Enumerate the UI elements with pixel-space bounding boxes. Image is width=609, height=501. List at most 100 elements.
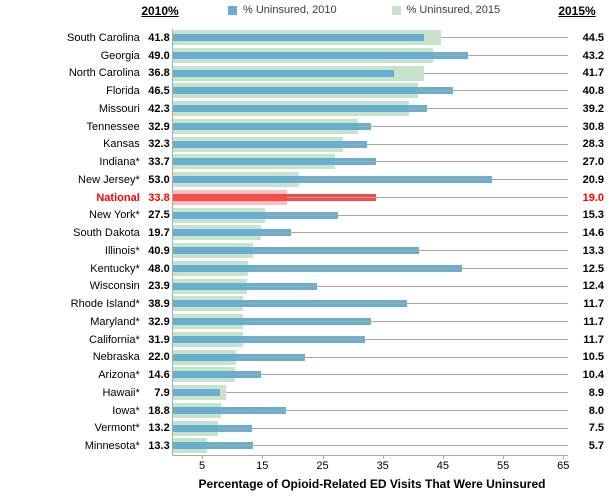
bar-2010 — [172, 229, 292, 237]
chart-row: Florida 46.5 40.8 — [0, 82, 604, 100]
leader-line — [235, 374, 569, 376]
legend-item-2010: % Uninsured, 2010 — [228, 4, 337, 16]
chart-row: South Carolina 41.8 44.5 — [0, 29, 604, 47]
row-label: Maryland* — [90, 315, 140, 328]
row-value-2010: 19.7 — [148, 227, 170, 240]
bar-2010 — [172, 424, 253, 432]
legend: % Uninsured, 2010 % Uninsured, 2015 — [228, 4, 500, 16]
chart-row: Nebraska 22.0 10.5 — [0, 348, 604, 367]
row-plot — [171, 206, 569, 225]
row-value-2015: 19.0 — [582, 191, 604, 204]
bar-2010 — [172, 389, 221, 396]
x-axis-tick-label: 5 — [199, 460, 206, 472]
bar-2010 — [172, 51, 468, 59]
x-axis-tick-label: 35 — [376, 460, 389, 472]
x-axis-tick-label: 15 — [256, 460, 269, 472]
blue-square-icon — [228, 5, 237, 15]
row-value-2015: 43.2 — [582, 49, 604, 62]
leader-line — [207, 445, 569, 447]
row-value-2015: 41.7 — [582, 67, 604, 80]
row-value-2010: 49.0 — [148, 49, 170, 62]
x-axis-tick — [322, 456, 324, 459]
column-header-2015: 2015% — [558, 4, 596, 18]
green-square-icon — [391, 5, 401, 15]
row-value-2010: 32.9 — [148, 315, 170, 328]
row-value-2015: 12.5 — [582, 262, 604, 275]
row-value-2010: 22.0 — [148, 351, 170, 364]
row-value-2010: 36.8 — [148, 67, 170, 80]
row-plot — [171, 401, 569, 420]
row-plot — [171, 437, 569, 455]
row-label: Illinois* — [104, 244, 140, 257]
chart-row: Rhode Island* 38.9 11.7 — [0, 295, 604, 313]
row-plot — [171, 277, 569, 296]
row-value-2015: 30.8 — [582, 120, 604, 133]
row-value-2010: 31.9 — [148, 333, 170, 346]
column-header-2010: 2010% — [141, 4, 179, 18]
row-value-2015: 44.5 — [582, 31, 604, 44]
row-value-2015: 27.0 — [582, 156, 604, 169]
x-axis: 5 15 25 35 45 55 65 — [172, 455, 569, 472]
leader-line — [335, 161, 569, 163]
chart-row: New Jersey* 53.0 20.9 — [0, 171, 604, 189]
row-value-2015: 15.3 — [582, 209, 604, 222]
leader-line — [287, 196, 569, 198]
row-plot — [171, 242, 569, 260]
row-label: Arizona* — [98, 369, 140, 382]
row-value-2010: 40.9 — [148, 244, 170, 257]
legend-item-2015: % Uninsured, 2015 — [391, 4, 500, 16]
leader-line — [217, 427, 569, 429]
leader-line — [264, 214, 569, 216]
row-label: New York* — [89, 209, 140, 222]
leader-line — [247, 285, 569, 287]
row-value-2010: 48.0 — [148, 262, 170, 275]
leader-line — [243, 303, 569, 305]
row-label: South Dakota — [73, 227, 140, 240]
row-plot — [171, 135, 569, 154]
chart-row: Indiana* 33.7 27.0 — [0, 153, 604, 171]
chart-row: Hawaii* 7.9 8.9 — [0, 384, 604, 402]
row-value-2010: 32.3 — [148, 138, 170, 151]
x-axis-tick — [262, 456, 264, 459]
row-label: Kansas — [103, 138, 140, 151]
chart-row: Illinois* 40.9 13.3 — [0, 242, 604, 260]
row-value-2010: 13.2 — [148, 422, 170, 435]
x-axis-tick — [563, 456, 565, 459]
row-label: New Jersey* — [78, 173, 140, 186]
row-value-2010: 46.5 — [148, 85, 170, 98]
row-label: Florida — [106, 85, 140, 98]
row-plot — [171, 82, 569, 100]
row-plot — [171, 419, 569, 438]
leader-line — [243, 338, 569, 340]
leader-line — [243, 321, 569, 322]
chart-row: California* 31.9 11.7 — [0, 330, 604, 349]
chart-row: Tennessee 32.9 30.8 — [0, 117, 604, 136]
bar-2010 — [172, 193, 377, 201]
chart-row: Maryland* 32.9 11.7 — [0, 313, 604, 331]
row-value-2015: 11.7 — [583, 298, 604, 311]
row-value-2010: 33.7 — [148, 156, 170, 169]
leader-line — [260, 232, 569, 234]
bar-2010 — [172, 69, 395, 77]
leader-line — [226, 392, 569, 393]
row-label: Iowa* — [112, 404, 140, 417]
row-label: Vermont* — [94, 422, 140, 435]
row-value-2015: 11.7 — [583, 315, 604, 328]
x-axis-tick — [382, 456, 384, 459]
x-axis-tick-label: 45 — [436, 460, 450, 472]
bar-2010 — [172, 211, 339, 219]
bar-2010 — [172, 87, 453, 95]
row-value-2015: 13.3 — [582, 244, 604, 257]
row-plot — [171, 330, 569, 349]
chart-row-national: National 33.8 19.0 — [0, 188, 604, 207]
row-plot — [171, 171, 569, 189]
bar-2010 — [172, 282, 317, 290]
chart-row: Missouri 42.3 39.2 — [0, 100, 604, 118]
chart-rows: South Carolina 41.8 44.5 Georgia 49.0 43.2 Nor… — [0, 29, 604, 455]
row-value-2015: 20.9 — [582, 173, 604, 186]
row-value-2015: 8.9 — [588, 386, 604, 399]
x-axis-tick — [442, 456, 444, 459]
leader-line — [408, 108, 569, 109]
leader-line — [423, 72, 569, 74]
chart-row: Arizona* 14.6 10.4 — [0, 366, 604, 384]
